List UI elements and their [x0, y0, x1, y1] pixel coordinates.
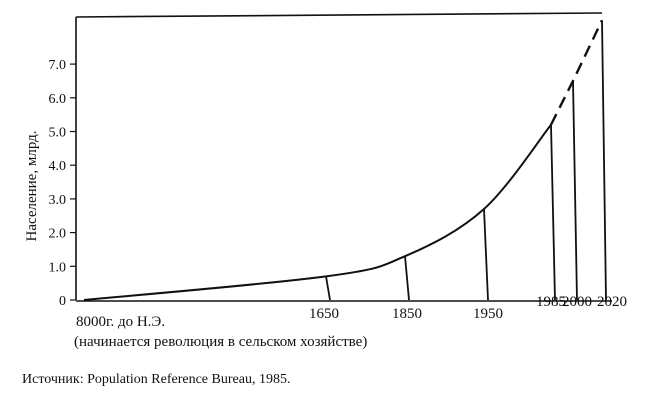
x-start-note: (начинается революция в сельском хозяйст…	[74, 334, 367, 350]
x-start-label: 8000г. до Н.Э.	[76, 314, 165, 330]
x-tick-label: 1650	[309, 306, 339, 322]
x-tick-label: 1850	[392, 306, 422, 322]
y-tick-label: 1.0	[49, 260, 67, 275]
y-tick-label: 4.0	[49, 159, 67, 174]
year-marker-line	[572, 80, 578, 301]
year-marker-line	[325, 276, 331, 301]
y-tick-label: 2.0	[49, 227, 67, 242]
y-tick-label: 3.0	[49, 193, 67, 208]
x-tick-label: 1950	[473, 306, 503, 322]
y-tick-label: 0	[59, 294, 66, 309]
y-tick-label: 5.0	[49, 126, 67, 141]
y-ticks: 0 1.0 2.0 3.0 4.0 5.0 6.0 7.0	[49, 58, 76, 309]
year-marker-line	[601, 20, 607, 301]
year-marker-line	[404, 256, 410, 301]
year-marker-line	[550, 124, 556, 301]
population-curve-projected	[549, 19, 604, 126]
y-axis-label: Население, млрд.	[24, 130, 40, 241]
year-marker-line	[483, 208, 489, 301]
y-tick-label: 7.0	[49, 58, 67, 73]
top-frame-line	[75, 12, 603, 18]
population-curves	[83, 19, 604, 301]
x-tick-label: 2000	[562, 294, 592, 310]
x-tick-label: 1985	[536, 294, 566, 310]
y-tick-label: 6.0	[49, 92, 67, 107]
chart-axes	[75, 12, 612, 302]
x-tick-label: 2020	[597, 294, 627, 310]
year-markers	[325, 20, 607, 301]
source-note: Источник: Population Reference Bureau, 1…	[22, 372, 291, 387]
population-curve-actual	[83, 124, 552, 301]
